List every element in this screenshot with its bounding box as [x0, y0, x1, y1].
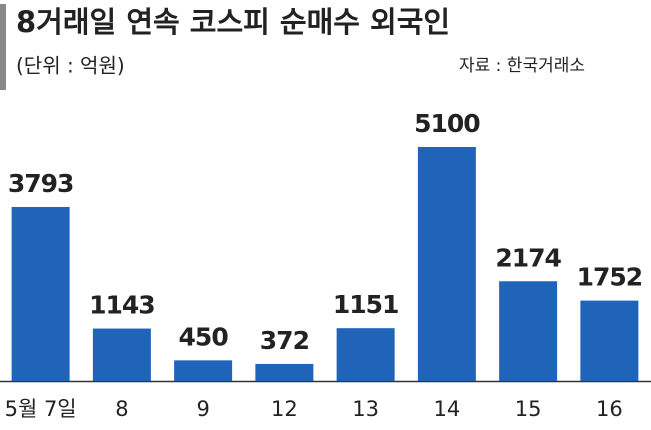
value-label: 1151	[333, 290, 399, 319]
chart-title: 8거래일 연속 코스피 순매수 외국인	[16, 5, 450, 39]
bar	[255, 363, 314, 381]
source: 자료 : 한국거래소	[459, 56, 585, 76]
title-marker	[0, 4, 6, 90]
x-tick-label: 13	[352, 397, 379, 421]
value-label: 1143	[89, 291, 155, 320]
x-tick-label: 14	[434, 397, 461, 421]
bar	[174, 360, 233, 381]
value-label: 372	[260, 326, 309, 355]
x-tick-label: 12	[271, 397, 298, 421]
bar	[11, 206, 70, 381]
value-label: 1752	[577, 263, 643, 292]
value-label: 450	[179, 322, 229, 351]
chart-subtitle: (단위 : 억원)	[16, 54, 125, 78]
bar	[92, 328, 151, 381]
x-tick-label: 8	[115, 397, 128, 421]
x-tick-label: 5월 7일	[5, 397, 77, 421]
bar	[580, 300, 639, 381]
value-label: 2174	[495, 243, 561, 272]
x-tick-label: 16	[596, 397, 623, 421]
bar	[499, 281, 558, 381]
bar	[336, 328, 395, 381]
x-tick-label: 9	[196, 397, 209, 421]
x-tick-label: 15	[515, 397, 542, 421]
bar	[417, 147, 476, 381]
value-label: 3793	[8, 169, 74, 198]
value-label: 5100	[414, 109, 480, 138]
